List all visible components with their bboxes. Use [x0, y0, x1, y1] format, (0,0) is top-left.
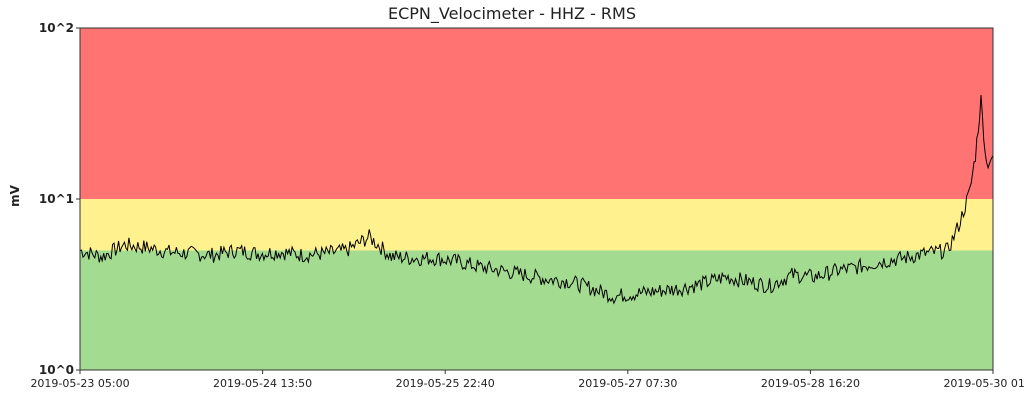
plot-frame — [79, 27, 994, 371]
series-group — [79, 94, 994, 305]
x-tick-label: 2019-05-25 22:40 — [396, 377, 495, 390]
y-tick-label: 10^1 — [39, 192, 74, 206]
y-axis-ticks: 10^0 10^1 10^2 — [39, 21, 80, 377]
x-tick-label: 2019-05-30 01:10 — [943, 377, 1024, 390]
x-tick-label: 2019-05-23 05:00 — [30, 377, 129, 390]
y-axis-label: mV — [8, 184, 22, 207]
x-axis-ticks: 2019-05-23 05:00 2019-05-24 13:50 2019-05-… — [30, 370, 1024, 390]
band-green — [80, 250, 993, 370]
band-yellow — [80, 199, 993, 251]
y-tick-label: 10^0 — [39, 363, 74, 377]
band-red — [80, 28, 993, 199]
series-line — [79, 94, 994, 305]
threshold-bands — [80, 28, 993, 370]
y-tick-label: 10^2 — [39, 21, 74, 35]
x-tick-label: 2019-05-24 13:50 — [213, 377, 312, 390]
x-tick-label: 2019-05-28 16:20 — [761, 377, 860, 390]
chart-title: ECPN_Velocimeter - HHZ - RMS — [388, 4, 636, 24]
x-tick-label: 2019-05-27 07:30 — [578, 377, 677, 390]
